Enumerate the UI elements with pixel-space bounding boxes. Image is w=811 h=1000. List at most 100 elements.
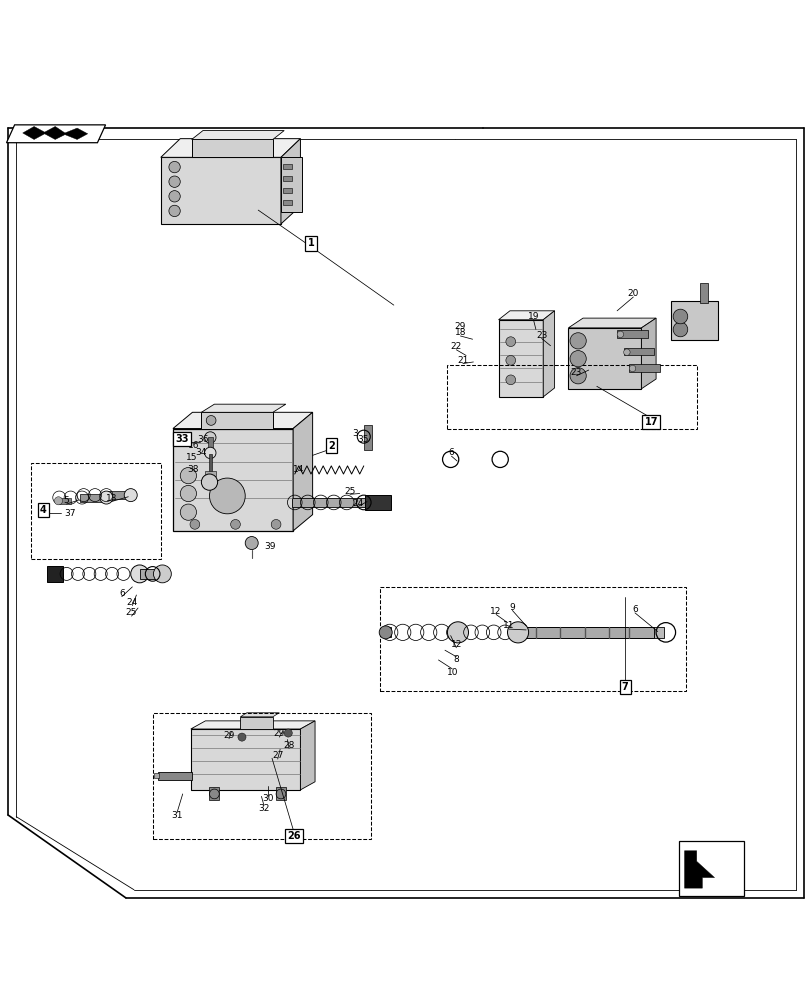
Text: 20: 20 <box>627 289 638 298</box>
Bar <box>59 498 71 504</box>
Bar <box>654 627 663 638</box>
Bar <box>204 471 216 476</box>
Circle shape <box>505 337 515 347</box>
Circle shape <box>206 416 216 425</box>
Text: 32: 32 <box>258 804 269 813</box>
Text: 38: 38 <box>187 465 199 474</box>
Text: 13: 13 <box>105 494 117 503</box>
Bar <box>568 328 641 389</box>
Bar <box>282 188 292 193</box>
Circle shape <box>131 565 148 583</box>
Polygon shape <box>498 311 554 320</box>
Bar <box>363 425 371 450</box>
Text: 1: 1 <box>307 238 314 248</box>
Circle shape <box>672 309 687 324</box>
Text: 9: 9 <box>508 603 515 612</box>
Text: 27: 27 <box>272 751 283 760</box>
Polygon shape <box>191 721 315 729</box>
Text: 37: 37 <box>64 509 75 518</box>
Bar <box>282 164 292 169</box>
Bar <box>173 429 293 531</box>
Bar <box>282 176 292 181</box>
Circle shape <box>124 489 137 502</box>
Polygon shape <box>6 125 105 143</box>
Bar <box>281 157 302 212</box>
Text: 23: 23 <box>570 368 581 377</box>
Circle shape <box>379 626 392 639</box>
Text: 24: 24 <box>352 499 363 508</box>
Text: 12: 12 <box>450 640 461 649</box>
Circle shape <box>180 468 196 484</box>
Bar <box>629 364 659 372</box>
Circle shape <box>447 622 468 643</box>
Circle shape <box>169 191 180 202</box>
Polygon shape <box>568 318 655 328</box>
Text: 29: 29 <box>454 322 466 331</box>
Polygon shape <box>240 713 279 717</box>
Bar <box>498 320 543 397</box>
Bar <box>79 494 104 502</box>
Bar <box>623 348 654 355</box>
Circle shape <box>54 497 62 505</box>
Text: 23: 23 <box>535 331 547 340</box>
Text: 29: 29 <box>223 731 234 740</box>
Circle shape <box>180 485 196 502</box>
Polygon shape <box>201 404 285 412</box>
Circle shape <box>180 504 196 520</box>
Text: 10: 10 <box>446 668 457 677</box>
Text: 28: 28 <box>283 741 294 750</box>
Bar <box>209 787 219 800</box>
Text: 3: 3 <box>352 429 358 438</box>
Polygon shape <box>23 126 88 139</box>
Bar <box>31 463 161 559</box>
Bar <box>616 330 647 338</box>
Text: 6: 6 <box>448 448 454 457</box>
Bar <box>670 301 717 340</box>
Polygon shape <box>161 139 300 157</box>
Circle shape <box>245 537 258 550</box>
Circle shape <box>204 432 216 443</box>
Text: 26: 26 <box>287 831 300 841</box>
Text: 11: 11 <box>503 621 514 630</box>
Text: 35: 35 <box>357 435 368 444</box>
Bar <box>240 717 272 729</box>
Bar <box>191 139 272 157</box>
Text: 34: 34 <box>195 448 207 457</box>
Text: 39: 39 <box>264 542 275 551</box>
Circle shape <box>204 447 216 459</box>
Text: 33: 33 <box>175 434 188 444</box>
Text: 24: 24 <box>127 598 138 607</box>
Circle shape <box>507 622 528 643</box>
Circle shape <box>190 519 200 529</box>
Circle shape <box>169 205 180 217</box>
Bar <box>154 773 159 778</box>
Text: 22: 22 <box>450 342 461 351</box>
Text: 16: 16 <box>187 441 199 450</box>
Text: 36: 36 <box>197 435 208 444</box>
Circle shape <box>569 368 586 384</box>
Text: 6: 6 <box>631 605 637 614</box>
Text: 7: 7 <box>621 682 628 692</box>
Bar <box>104 491 128 499</box>
Polygon shape <box>173 412 312 429</box>
Bar <box>365 495 391 510</box>
Circle shape <box>238 733 246 741</box>
Bar <box>517 627 654 638</box>
Polygon shape <box>543 311 554 397</box>
Bar <box>292 498 365 507</box>
Bar <box>208 454 212 472</box>
Text: 29: 29 <box>273 729 285 738</box>
Bar <box>208 437 212 449</box>
Polygon shape <box>281 139 300 224</box>
Circle shape <box>505 355 515 365</box>
Bar <box>381 627 391 637</box>
Circle shape <box>623 349 629 355</box>
Circle shape <box>569 351 586 367</box>
Polygon shape <box>191 131 284 139</box>
Circle shape <box>169 161 180 173</box>
Bar <box>152 713 371 839</box>
Circle shape <box>616 331 623 338</box>
Bar <box>276 787 285 800</box>
Polygon shape <box>684 851 714 888</box>
Bar <box>161 157 281 224</box>
